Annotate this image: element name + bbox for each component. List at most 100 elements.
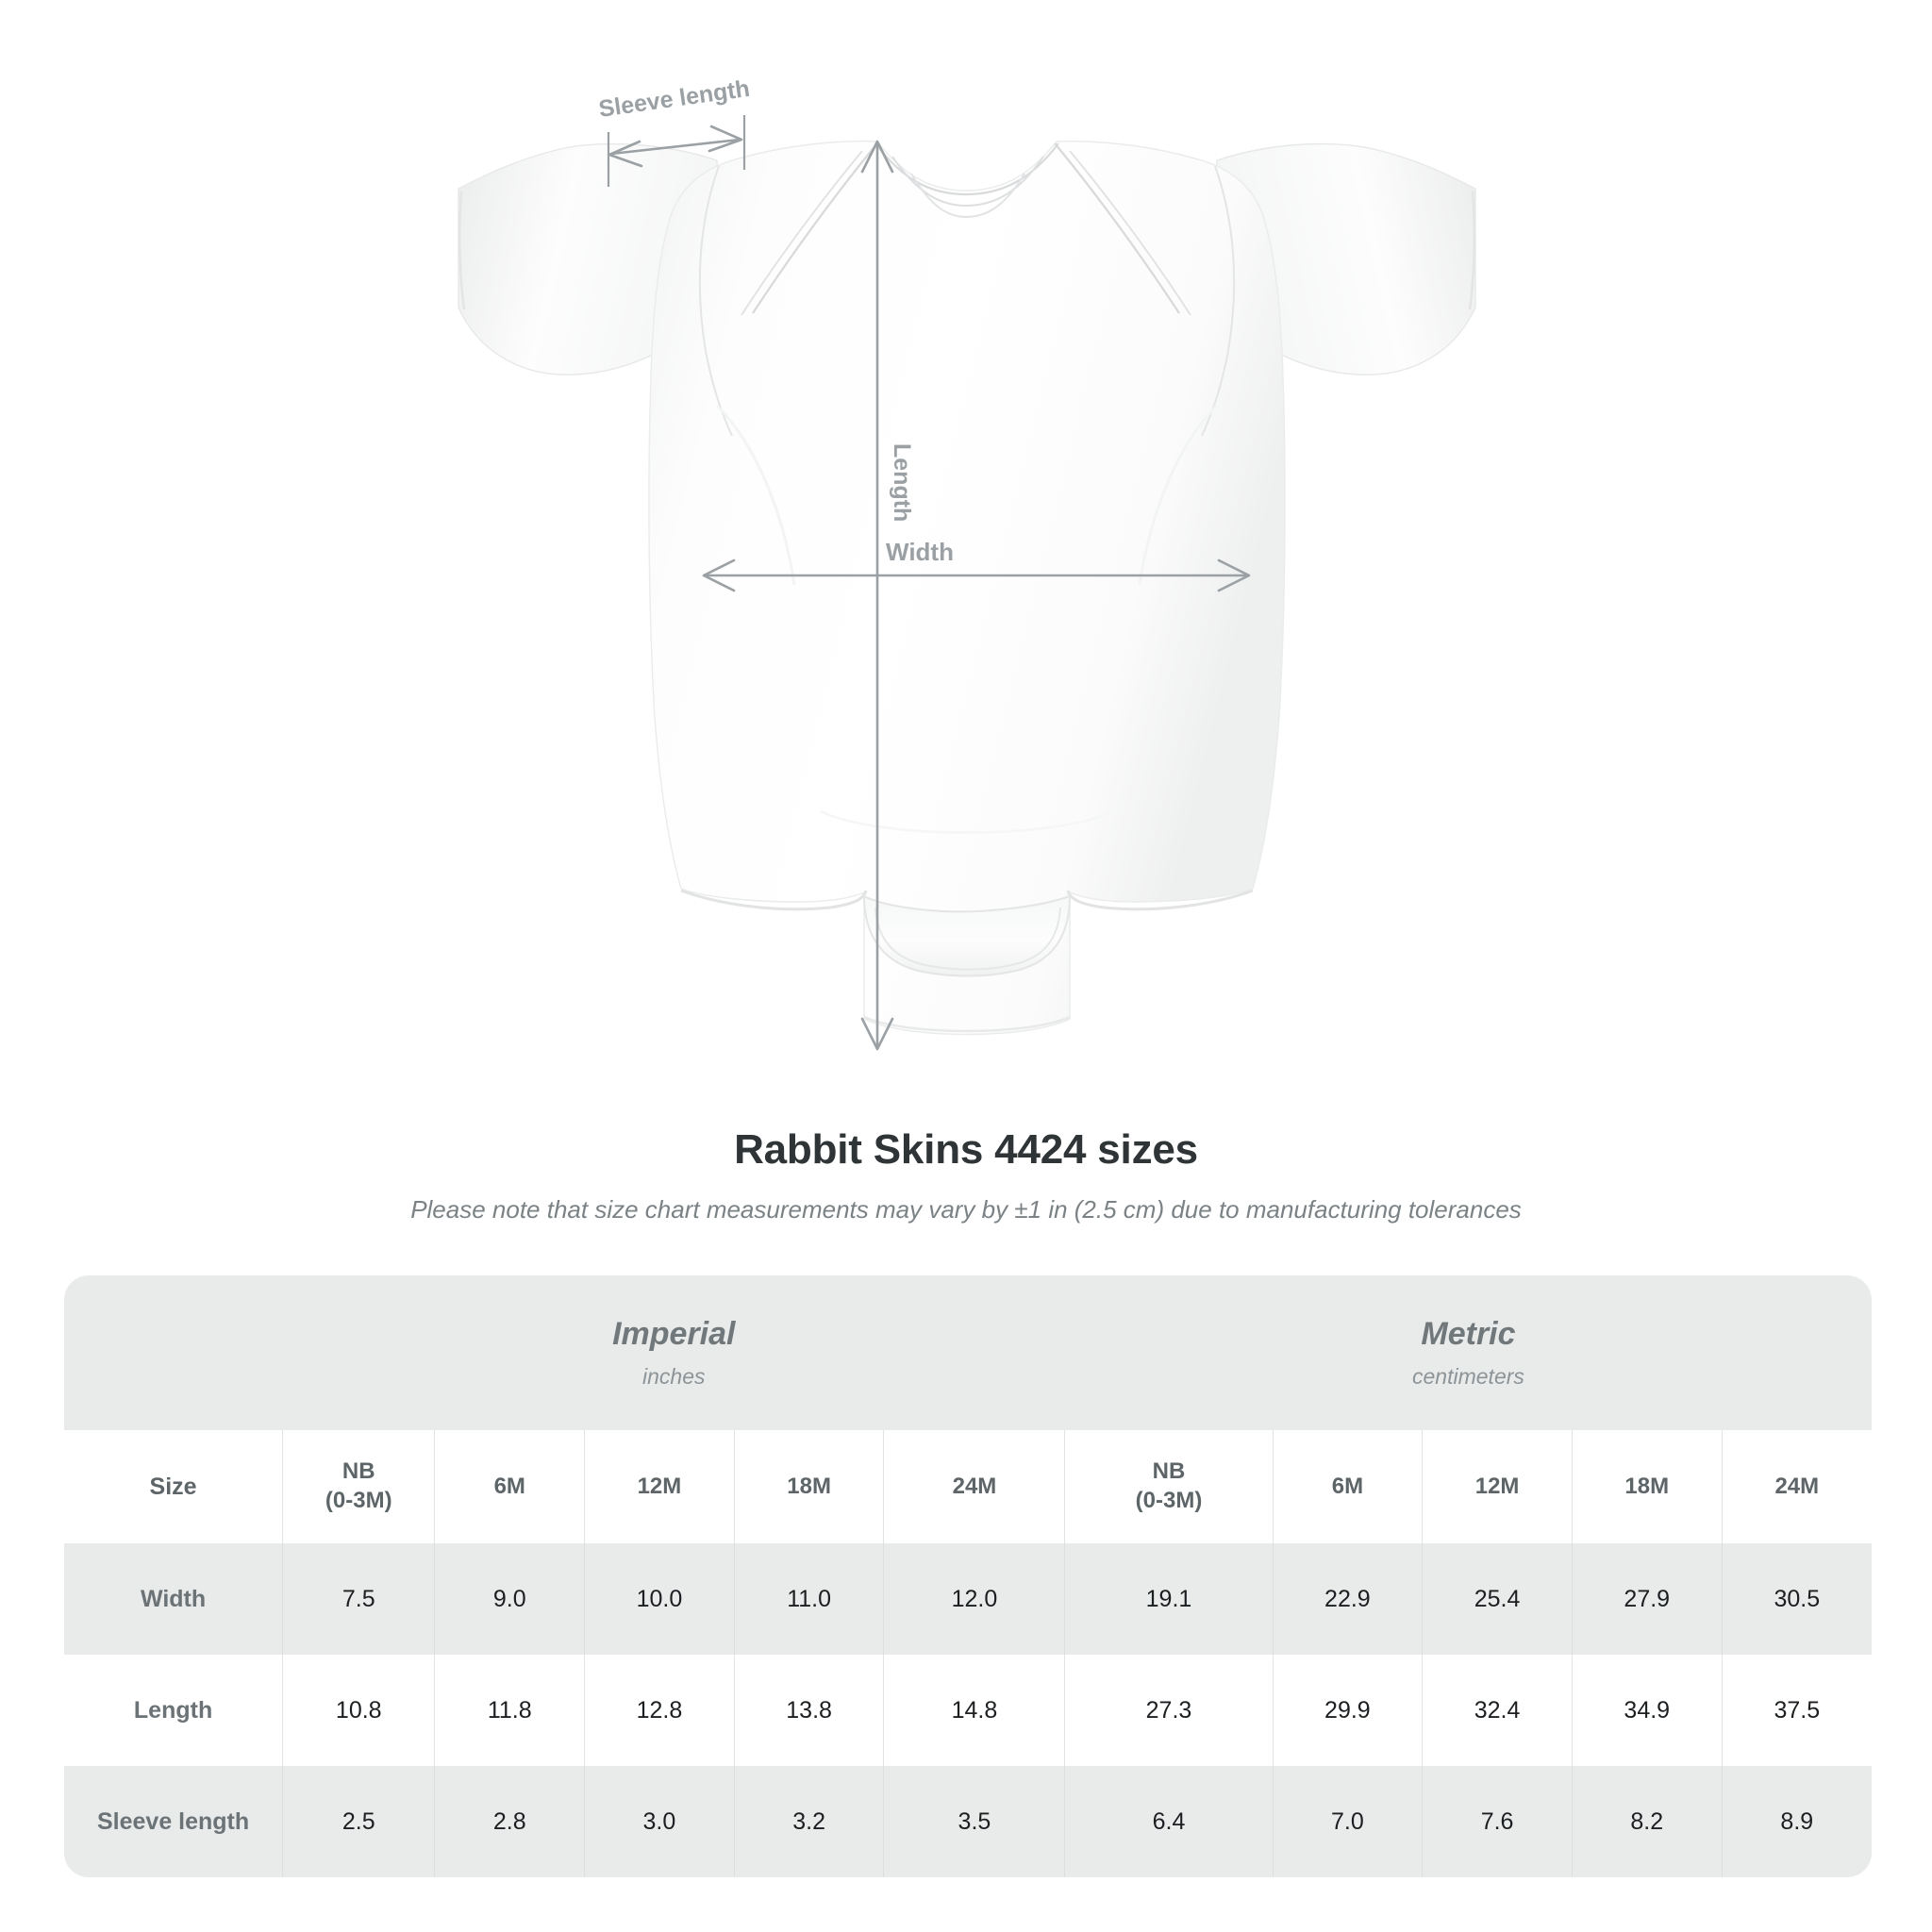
sleeve-guide-line — [610, 138, 741, 156]
measurement-value: 25.4 — [1422, 1543, 1573, 1655]
size-column-header[interactable]: NB (0-3M) — [1064, 1430, 1274, 1543]
measurement-value: 19.1 — [1064, 1543, 1274, 1655]
size-column-header-line: 24M — [1774, 1473, 1820, 1499]
size-column-header[interactable]: 24M — [1721, 1430, 1872, 1543]
crotch-flap-bottom — [863, 1015, 1071, 1033]
size-column-header-line: NB — [1152, 1458, 1186, 1485]
measurement-value: 29.9 — [1272, 1655, 1423, 1766]
size-column-header[interactable]: 18M — [733, 1430, 884, 1543]
bodysuit-diagram: Sleeve length Length Width — [458, 75, 1476, 1051]
measurement-row-label: Width — [64, 1543, 283, 1655]
size-column-header-line: 12M — [1474, 1473, 1520, 1499]
unit-group-name: Imperial — [612, 1315, 736, 1352]
length-label: Length — [889, 443, 915, 522]
size-column-header-line: (0-3M) — [325, 1488, 392, 1513]
measurement-value: 3.2 — [733, 1766, 884, 1877]
sleeve-arrow-right — [708, 125, 743, 153]
measurement-value: 34.9 — [1571, 1655, 1723, 1766]
width-arrow-right — [1217, 558, 1251, 592]
size-column-header-line: 18M — [787, 1473, 831, 1499]
measurement-value: 12.8 — [584, 1655, 735, 1766]
measurement-value: 3.5 — [883, 1766, 1065, 1877]
crotch-flap — [862, 894, 1072, 977]
measurement-value: 32.4 — [1422, 1655, 1573, 1766]
measurement-row-label: Sleeve length — [64, 1766, 283, 1877]
unit-group-metric: Metric centimeters — [1064, 1275, 1872, 1430]
neck-rib-inner — [910, 173, 1025, 219]
measurement-guides — [607, 115, 1251, 1051]
table-row: Sleeve length 2.5 2.8 3.0 3.2 3.5 6.4 7.0 7.6 8.2… — [64, 1766, 1872, 1877]
measurement-value: 27.3 — [1064, 1655, 1274, 1766]
unit-row-spacer — [64, 1275, 283, 1430]
measurement-value: 3.0 — [584, 1766, 735, 1877]
size-column-header-line: NB — [341, 1458, 375, 1485]
size-header-row: Size NB (0-3M) 6M 12M 18M 24M NB (0-3M) 6M 12M 18M 2… — [64, 1430, 1872, 1543]
page-title: Rabbit Skins 4424 sizes — [734, 1126, 1198, 1173]
measurement-value: 11.8 — [434, 1655, 585, 1766]
measurement-value: 7.0 — [1272, 1766, 1423, 1877]
neck-rib-mid — [891, 156, 1044, 208]
table-row: Length 10.8 11.8 12.8 13.8 14.8 27.3 29.9 32.4 34… — [64, 1655, 1872, 1766]
sleeve-length-label: Sleeve length — [597, 75, 752, 123]
size-column-header[interactable]: 24M — [883, 1430, 1065, 1543]
measurement-value: 9.0 — [434, 1543, 585, 1655]
size-column-header-line: 6M — [493, 1473, 525, 1499]
right-shoulder-seam — [1054, 142, 1180, 314]
measurement-value: 30.5 — [1721, 1543, 1872, 1655]
right-shoulder-seam-2 — [1069, 150, 1191, 316]
measurement-value: 13.8 — [733, 1655, 884, 1766]
measurement-value: 7.6 — [1422, 1766, 1573, 1877]
size-column-header[interactable]: 6M — [434, 1430, 585, 1543]
size-column-header-line: 12M — [637, 1473, 682, 1499]
size-column-header[interactable]: NB (0-3M) — [282, 1430, 435, 1543]
left-shoulder-seam-2 — [741, 150, 863, 316]
measurement-value: 11.0 — [733, 1543, 884, 1655]
size-column-header[interactable]: 12M — [1422, 1430, 1573, 1543]
length-arrow-top — [860, 140, 894, 174]
fabric-fold-2 — [1138, 404, 1219, 586]
measurement-value: 8.2 — [1571, 1766, 1723, 1877]
garment-illustration: Sleeve length Length Width — [458, 75, 1476, 1051]
size-column-header-line: 6M — [1331, 1473, 1364, 1499]
unit-group-name: Metric — [1421, 1315, 1516, 1352]
measurement-value: 12.0 — [883, 1543, 1065, 1655]
left-sleeve-cuff — [458, 191, 466, 310]
size-header-label: Size — [64, 1430, 283, 1543]
length-arrow-bottom — [860, 1017, 894, 1051]
tolerance-note: Please note that size chart measurements… — [410, 1195, 1522, 1224]
measurement-value: 2.5 — [282, 1766, 435, 1877]
garment-body-group — [458, 141, 1476, 1036]
unit-group-subtitle: centimeters — [1412, 1364, 1524, 1390]
right-leg-opening — [1066, 889, 1254, 911]
size-column-header-line: 18M — [1624, 1473, 1670, 1499]
title-block: Rabbit Skins 4424 sizes Please note that… — [0, 1126, 1932, 1225]
size-column-header[interactable]: 18M — [1571, 1430, 1723, 1543]
measurement-value: 10.8 — [282, 1655, 435, 1766]
measurement-value: 22.9 — [1272, 1543, 1423, 1655]
measurement-value: 10.0 — [584, 1543, 735, 1655]
size-table: Imperial inches Metric centimeters Size NB (0-… — [64, 1275, 1872, 1877]
measurement-value: 27.9 — [1571, 1543, 1723, 1655]
measurement-value: 37.5 — [1721, 1655, 1872, 1766]
table-row: Width 7.5 9.0 10.0 11.0 12.0 19.1 22.9 25.4 27.9 3… — [64, 1543, 1872, 1655]
measurement-value: 8.9 — [1721, 1766, 1872, 1877]
right-sleeve-cuff — [1468, 191, 1475, 310]
measurement-value: 6.4 — [1064, 1766, 1274, 1877]
size-column-header[interactable]: 6M — [1272, 1430, 1423, 1543]
size-table-container: Imperial inches Metric centimeters Size NB (0-… — [64, 1275, 1872, 1877]
width-label: Width — [886, 538, 954, 566]
left-shoulder-seam — [752, 142, 878, 314]
crotch-flap-edge — [874, 907, 1061, 971]
measurement-value: 14.8 — [883, 1655, 1065, 1766]
unit-group-row: Imperial inches Metric centimeters — [64, 1275, 1872, 1430]
torso — [648, 141, 1286, 1036]
measurement-value: 2.8 — [434, 1766, 585, 1877]
left-leg-opening — [680, 889, 868, 911]
size-column-header-line: 24M — [952, 1473, 997, 1499]
size-column-header[interactable]: 12M — [584, 1430, 735, 1543]
measurement-value: 7.5 — [282, 1543, 435, 1655]
size-column-header-line: (0-3M) — [1135, 1488, 1203, 1513]
unit-group-subtitle: inches — [642, 1364, 706, 1390]
width-arrow-left — [702, 558, 736, 592]
measurement-row-label: Length — [64, 1655, 283, 1766]
